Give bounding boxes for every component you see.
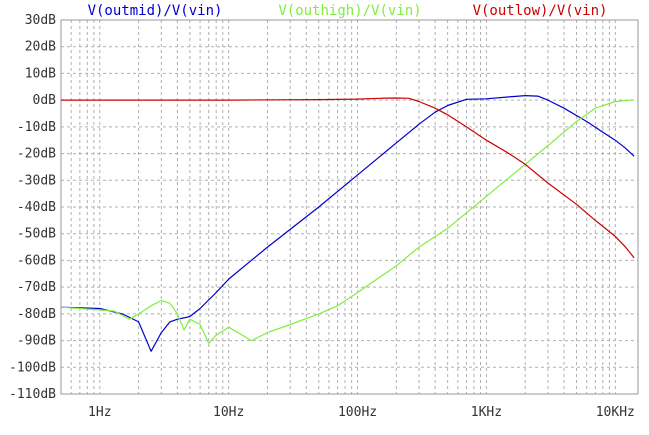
series-lines (60, 95, 635, 352)
x-tick-label: 1KHz (471, 405, 502, 420)
y-tick-label: -80dB (17, 307, 56, 322)
y-tick-label: -110dB (9, 387, 56, 402)
y-tick-label: 10dB (25, 66, 56, 81)
y-tick-label: -30dB (17, 173, 56, 188)
series-line (61, 97, 635, 259)
grid (60, 19, 638, 395)
legend-entry: V(outmid)/V(vin) (88, 3, 223, 19)
series-line (60, 95, 635, 352)
y-axis-ticks: 30dB 20dB 10dB 0dB -10dB -20dB -30dB -40dB -50dB… (9, 13, 56, 402)
x-tick-label: 100Hz (338, 405, 377, 420)
series-line (60, 99, 635, 344)
x-tick-label: 10KHz (596, 405, 635, 420)
x-tick-label: 10Hz (213, 405, 244, 420)
x-tick-label: 1Hz (88, 405, 111, 420)
legend: V(outmid)/V(vin) V(outhigh)/V(vin) V(outlo… (88, 3, 608, 19)
legend-entry: V(outlow)/V(vin) (473, 3, 608, 19)
y-tick-label: -90dB (17, 334, 56, 349)
y-tick-label: -70dB (17, 280, 56, 295)
y-tick-label: -40dB (17, 200, 56, 215)
y-tick-label: -60dB (17, 253, 56, 268)
y-tick-label: -50dB (17, 227, 56, 242)
y-tick-label: 20dB (25, 40, 56, 55)
plot-frame (60, 19, 639, 395)
x-axis-ticks: 1Hz 10Hz 100Hz 1KHz 10KHz (88, 405, 635, 420)
y-tick-label: 0dB (33, 93, 57, 108)
y-tick-label: 30dB (25, 13, 56, 28)
y-tick-label: -10dB (17, 120, 56, 135)
legend-entry: V(outhigh)/V(vin) (278, 3, 421, 19)
y-tick-label: -100dB (9, 360, 56, 375)
y-tick-label: -20dB (17, 147, 56, 162)
